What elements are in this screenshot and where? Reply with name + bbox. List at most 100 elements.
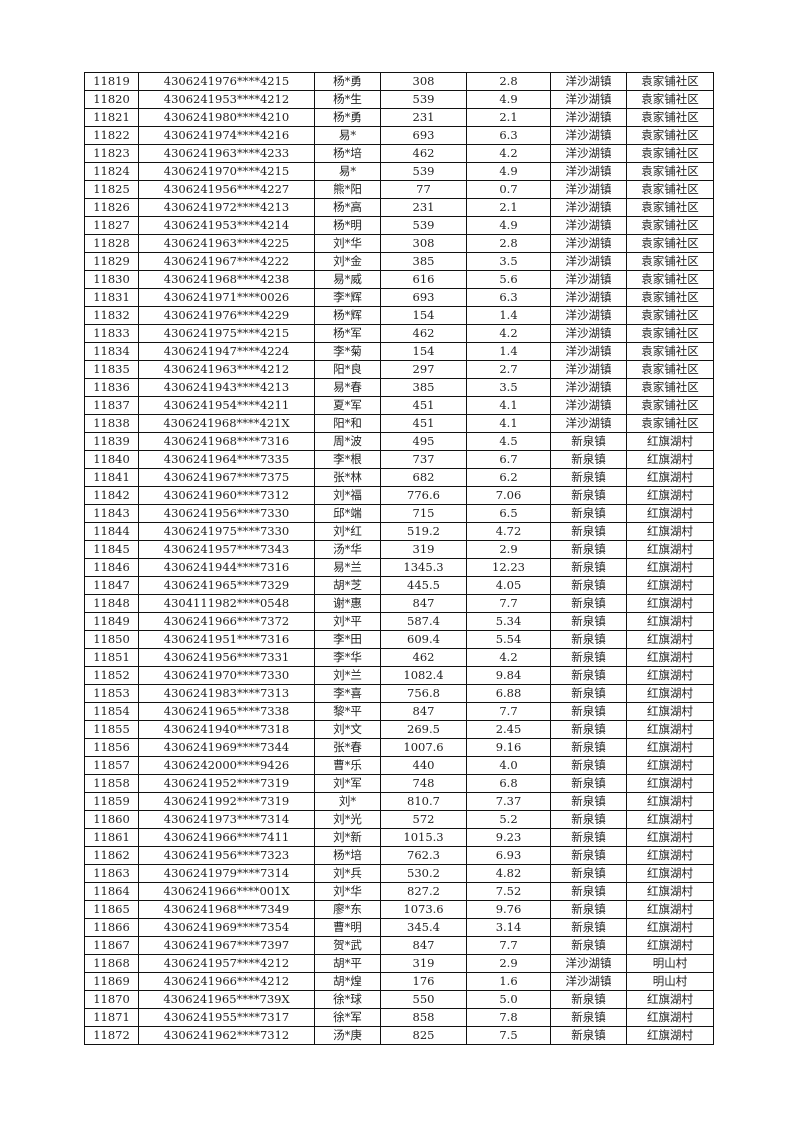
area-cell: 308 (380, 234, 467, 253)
name-cell: 刘*新 (314, 828, 381, 847)
area-cell: 231 (380, 108, 467, 127)
name-cell: 易* (314, 126, 381, 145)
table-row: 11845 4306241957****7343 汤*华 319 2.9 新泉镇 红旗湖村 (84, 540, 714, 559)
amount-cell: 4.2 (466, 324, 551, 343)
table-row: 11867 4306241967****7397 贺*武 847 7.7 新泉镇 红旗湖村 (84, 936, 714, 955)
amount-cell: 4.72 (466, 522, 551, 541)
serial-number-cell: 11862 (84, 846, 139, 865)
table-row: 11832 4306241976****4229 杨*辉 154 1.4 洋沙湖镇 袁家铺社… (84, 306, 714, 325)
area-cell: 539 (380, 90, 467, 109)
table-row: 11825 4306241956****4227 熊*阳 77 0.7 洋沙湖镇 袁家铺社区 (84, 180, 714, 199)
area-cell: 1073.6 (380, 900, 467, 919)
amount-cell: 6.88 (466, 684, 551, 703)
id-number-cell: 4306241968****4238 (138, 270, 315, 289)
amount-cell: 2.1 (466, 108, 551, 127)
table-row: 11835 4306241963****4212 阳*良 297 2.7 洋沙湖镇 袁家铺社… (84, 360, 714, 379)
amount-cell: 7.52 (466, 882, 551, 901)
village-cell: 红旗湖村 (626, 612, 714, 631)
id-number-cell: 4306241957****7343 (138, 540, 315, 559)
id-number-cell: 4306241951****7316 (138, 630, 315, 649)
town-cell: 新泉镇 (550, 738, 627, 757)
area-cell: 385 (380, 378, 467, 397)
table-row: 11828 4306241963****4225 刘*华 308 2.8 洋沙湖镇 袁家铺社… (84, 234, 714, 253)
table-row: 11852 4306241970****7330 刘*兰 1082.4 9.84 新泉镇红… (84, 666, 714, 685)
village-cell: 红旗湖村 (626, 846, 714, 865)
area-cell: 715 (380, 504, 467, 523)
serial-number-cell: 11828 (84, 234, 139, 253)
village-cell: 袁家铺社区 (626, 252, 714, 271)
serial-number-cell: 11821 (84, 108, 139, 127)
area-cell: 231 (380, 198, 467, 217)
village-cell: 袁家铺社区 (626, 288, 714, 307)
serial-number-cell: 11844 (84, 522, 139, 541)
name-cell: 杨*生 (314, 90, 381, 109)
amount-cell: 5.0 (466, 990, 551, 1009)
village-cell: 袁家铺社区 (626, 324, 714, 343)
area-cell: 308 (380, 72, 467, 91)
id-number-cell: 4306241969****7344 (138, 738, 315, 757)
amount-cell: 7.5 (466, 1026, 551, 1045)
amount-cell: 2.7 (466, 360, 551, 379)
town-cell: 新泉镇 (550, 468, 627, 487)
id-number-cell: 4306241967****7397 (138, 936, 315, 955)
serial-number-cell: 11838 (84, 414, 139, 433)
id-number-cell: 4306241954****4211 (138, 396, 315, 415)
serial-number-cell: 11825 (84, 180, 139, 199)
name-cell: 廖*东 (314, 900, 381, 919)
area-cell: 587.4 (380, 612, 467, 631)
town-cell: 洋沙湖镇 (550, 360, 627, 379)
village-cell: 红旗湖村 (626, 1026, 714, 1045)
id-number-cell: 4306241953****4214 (138, 216, 315, 235)
id-number-cell: 4306241943****4213 (138, 378, 315, 397)
amount-cell: 3.5 (466, 378, 551, 397)
area-cell: 1007.6 (380, 738, 467, 757)
town-cell: 新泉镇 (550, 936, 627, 955)
serial-number-cell: 11823 (84, 144, 139, 163)
area-cell: 462 (380, 648, 467, 667)
amount-cell: 7.7 (466, 936, 551, 955)
town-cell: 新泉镇 (550, 864, 627, 883)
id-number-cell: 4306241979****7314 (138, 864, 315, 883)
serial-number-cell: 11868 (84, 954, 139, 973)
serial-number-cell: 11871 (84, 1008, 139, 1027)
area-cell: 748 (380, 774, 467, 793)
serial-number-cell: 11833 (84, 324, 139, 343)
town-cell: 新泉镇 (550, 486, 627, 505)
town-cell: 新泉镇 (550, 522, 627, 541)
village-cell: 红旗湖村 (626, 522, 714, 541)
table-row: 11855 4306241940****7318 刘*文 269.5 2.45 新泉镇 红旗… (84, 720, 714, 739)
village-cell: 红旗湖村 (626, 828, 714, 847)
village-cell: 袁家铺社区 (626, 342, 714, 361)
village-cell: 红旗湖村 (626, 594, 714, 613)
town-cell: 洋沙湖镇 (550, 234, 627, 253)
name-cell: 刘*华 (314, 882, 381, 901)
id-number-cell: 4306241944****7316 (138, 558, 315, 577)
area-cell: 1015.3 (380, 828, 467, 847)
name-cell: 刘*光 (314, 810, 381, 829)
area-cell: 827.2 (380, 882, 467, 901)
town-cell: 洋沙湖镇 (550, 216, 627, 235)
amount-cell: 5.6 (466, 270, 551, 289)
id-number-cell: 4306241956****7331 (138, 648, 315, 667)
town-cell: 洋沙湖镇 (550, 198, 627, 217)
village-cell: 袁家铺社区 (626, 162, 714, 181)
serial-number-cell: 11852 (84, 666, 139, 685)
town-cell: 新泉镇 (550, 594, 627, 613)
id-number-cell: 4306241965****7338 (138, 702, 315, 721)
town-cell: 新泉镇 (550, 720, 627, 739)
table-row: 11860 4306241973****7314 刘*光 572 5.2 新泉镇 红旗湖村 (84, 810, 714, 829)
area-cell: 810.7 (380, 792, 467, 811)
name-cell: 贺*武 (314, 936, 381, 955)
serial-number-cell: 11831 (84, 288, 139, 307)
id-number-cell: 4304111982****0548 (138, 594, 315, 613)
serial-number-cell: 11851 (84, 648, 139, 667)
serial-number-cell: 11854 (84, 702, 139, 721)
area-cell: 539 (380, 162, 467, 181)
table-row: 11834 4306241947****4224 李*菊 154 1.4 洋沙湖镇 袁家铺社… (84, 342, 714, 361)
serial-number-cell: 11826 (84, 198, 139, 217)
table-row: 11853 4306241983****7313 李*喜 756.8 6.88 新泉镇 红旗… (84, 684, 714, 703)
town-cell: 新泉镇 (550, 558, 627, 577)
serial-number-cell: 11847 (84, 576, 139, 595)
amount-cell: 2.8 (466, 72, 551, 91)
serial-number-cell: 11858 (84, 774, 139, 793)
